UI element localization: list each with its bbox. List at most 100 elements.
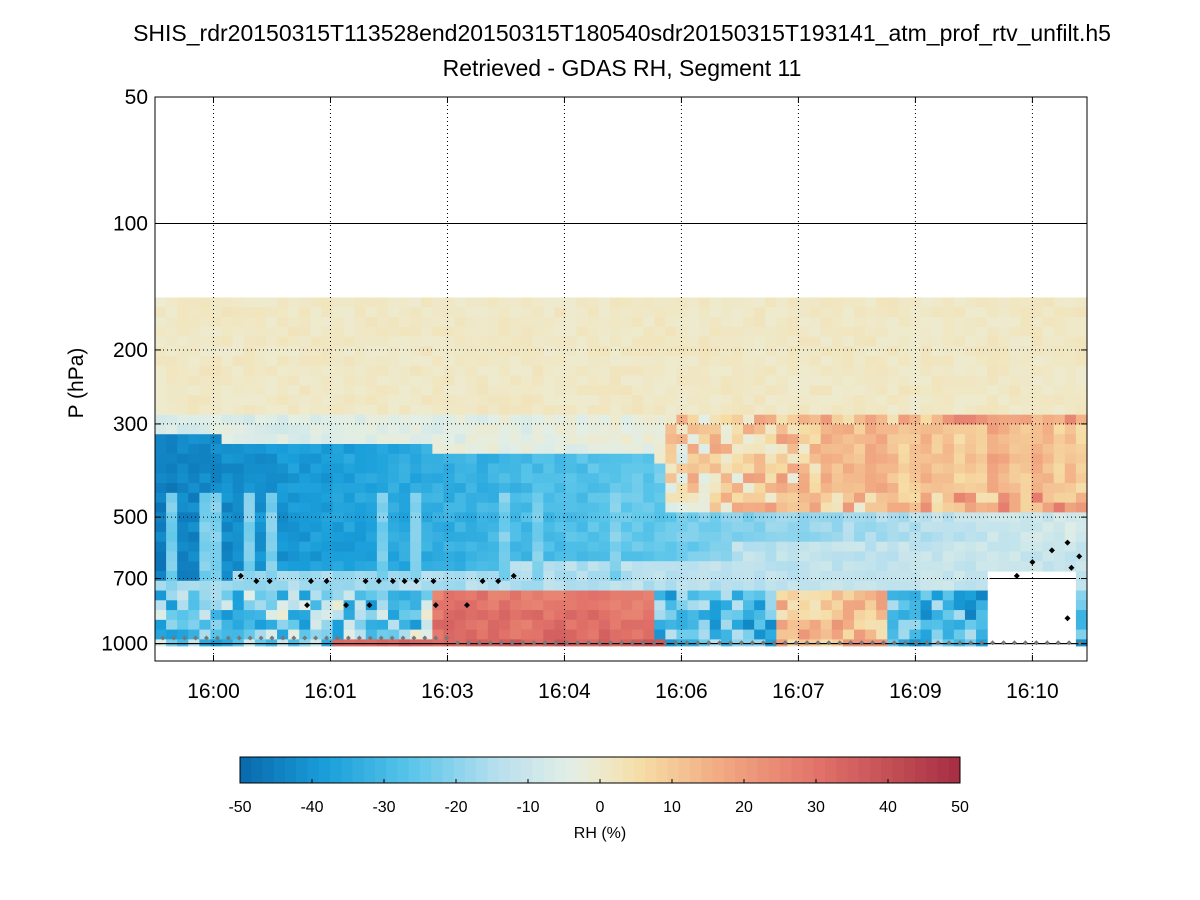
surface-marker — [487, 640, 493, 646]
heatmap-cell — [565, 326, 578, 338]
heatmap-cell — [388, 512, 400, 523]
heatmap-cell — [521, 580, 533, 592]
heatmap-cell — [676, 502, 689, 513]
heatmap-cell — [354, 551, 367, 562]
heatmap-cell — [177, 297, 189, 308]
heatmap-cell — [931, 551, 944, 562]
heatmap-cell — [787, 502, 800, 513]
heatmap-cell — [1053, 502, 1066, 513]
heatmap-cell — [365, 424, 378, 435]
heatmap-cell — [554, 580, 567, 592]
heatmap-cell — [1042, 453, 1055, 465]
heatmap-cell — [621, 512, 633, 523]
heatmap-cell — [388, 346, 400, 357]
heatmap-cell — [388, 316, 400, 328]
heatmap-cell — [155, 326, 167, 338]
surface-marker — [367, 635, 373, 641]
heatmap-cell — [654, 473, 666, 484]
heatmap-cell — [1064, 404, 1077, 416]
heatmap-cell — [998, 404, 1010, 416]
cloud-top-marker — [304, 602, 311, 609]
heatmap-cell — [654, 443, 666, 455]
heatmap-cell — [510, 492, 522, 504]
heatmap-cell — [964, 580, 977, 592]
heatmap-cell — [565, 336, 578, 347]
heatmap-cell — [598, 492, 611, 504]
heatmap-cell — [953, 385, 966, 396]
heatmap-cell — [1064, 346, 1077, 357]
heatmap-cell — [543, 375, 556, 386]
heatmap-cell — [798, 316, 811, 328]
heatmap-cell — [920, 316, 933, 328]
heatmap-cell — [155, 414, 167, 426]
heatmap-cell — [288, 385, 300, 396]
heatmap-cell — [964, 541, 977, 553]
heatmap-cell — [221, 424, 234, 435]
cloud-top-marker — [463, 602, 470, 609]
heatmap-cell — [1042, 385, 1055, 396]
heatmap-cell — [831, 346, 844, 357]
heatmap-cell — [565, 346, 578, 357]
heatmap-cell — [1031, 424, 1044, 435]
heatmap-cell — [321, 590, 334, 601]
heatmap-cell — [820, 356, 833, 367]
heatmap-cell — [898, 600, 911, 611]
heatmap-cell — [265, 639, 278, 647]
heatmap-cell — [798, 326, 811, 338]
heatmap-cell — [676, 326, 689, 338]
heatmap-cell — [454, 551, 467, 562]
heatmap-cell — [931, 453, 944, 465]
heatmap-cell — [155, 600, 167, 611]
heatmap-cell — [820, 619, 833, 631]
heatmap-cell — [1053, 483, 1066, 494]
heatmap-cell — [454, 483, 467, 494]
heatmap-cell — [265, 492, 278, 504]
heatmap-cell — [698, 522, 711, 533]
heatmap-cell — [665, 483, 678, 494]
heatmap-cell — [254, 522, 267, 533]
heatmap-cell — [676, 316, 689, 328]
heatmap-cell — [532, 483, 544, 494]
heatmap-cell — [820, 600, 833, 611]
colorbar-tick-label: 20 — [735, 799, 753, 816]
heatmap-cell — [964, 404, 977, 416]
heatmap-cell — [743, 629, 755, 640]
heatmap-cell — [665, 385, 678, 396]
heatmap-cell — [498, 297, 511, 308]
cloud-top-marker — [510, 572, 517, 579]
heatmap-cell — [376, 434, 389, 445]
heatmap-cell — [698, 483, 711, 494]
heatmap-cell — [876, 619, 888, 631]
heatmap-cell — [621, 483, 633, 494]
heatmap-cell — [388, 463, 400, 474]
heatmap-cell — [254, 600, 267, 611]
heatmap-cell — [188, 580, 200, 592]
heatmap-cell — [809, 551, 822, 562]
heatmap-cell — [498, 346, 511, 357]
heatmap-cell — [221, 551, 234, 562]
heatmap-cell — [498, 424, 511, 435]
heatmap-cell — [854, 473, 866, 484]
heatmap-cell — [976, 297, 988, 308]
heatmap-cell — [798, 453, 811, 465]
heatmap-cell — [543, 463, 556, 474]
surface-marker — [542, 640, 548, 646]
heatmap-cell — [299, 541, 311, 553]
heatmap-cell — [288, 414, 300, 426]
heatmap-cell — [354, 629, 367, 640]
heatmap-cell — [354, 346, 367, 357]
heatmap-cell — [188, 365, 200, 377]
heatmap-cell — [654, 395, 666, 406]
heatmap-cell — [632, 522, 644, 533]
heatmap-cell — [210, 307, 223, 318]
heatmap-cell — [743, 316, 755, 328]
heatmap-cell — [465, 375, 478, 386]
heatmap-cell — [177, 541, 189, 553]
heatmap-cell — [621, 522, 633, 533]
heatmap-cell — [698, 404, 711, 416]
heatmap-cell — [410, 356, 422, 367]
heatmap-cell — [510, 629, 522, 640]
heatmap-cell — [354, 365, 367, 377]
heatmap-cell — [809, 424, 822, 435]
heatmap-cell — [842, 307, 855, 318]
